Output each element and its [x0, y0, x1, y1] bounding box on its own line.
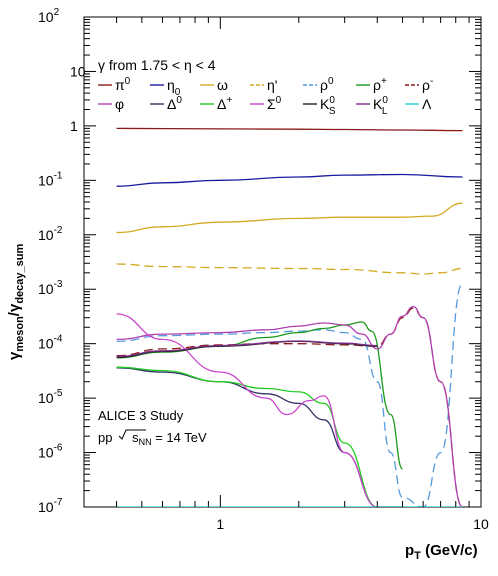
legend-label: η' [267, 77, 277, 93]
series-line-- [116, 366, 403, 507]
legend-label: φ [115, 96, 124, 112]
legend-label: K0 L [373, 95, 388, 117]
y-tick-label: 10-3 [38, 279, 63, 297]
legend-header: γ from 1.75 < η < 4 [98, 57, 216, 73]
series-line-- [116, 263, 463, 275]
x-tick-label: 1 [216, 516, 224, 532]
legend-label: Δ0 [167, 95, 182, 112]
legend-label: Σ0 [267, 95, 282, 112]
sqrt-symbol [118, 429, 146, 440]
legend-label: ρ+ [373, 76, 387, 93]
series-line-- [116, 307, 464, 507]
legend-label: ρ- [422, 76, 433, 93]
series-line--0 [116, 173, 463, 187]
annotation-line1: ALICE 3 Study [98, 408, 184, 423]
y-tick-label: 10-4 [38, 334, 63, 352]
series-line-k-0-l [116, 340, 378, 358]
y-tick-label: 10-1 [38, 170, 63, 188]
annotation-line2: pp sNN = 14 TeV [98, 430, 207, 447]
y-tick-label: 10 [70, 63, 86, 79]
series-line--0 [116, 127, 463, 132]
legend-label: Λ [422, 96, 432, 112]
x-tick-label: 10 [473, 516, 489, 532]
series-line-- [116, 305, 464, 507]
annotation: ALICE 3 Study pp sNN = 14 TeV [98, 408, 207, 447]
y-tick-label: 10-2 [38, 225, 63, 243]
legend: γ from 1.75 < η < 4 π0 η0 ω η' ρ0 ρ+ ρ-φ Δ0 Δ+ Σ0 K… [98, 57, 433, 117]
axis-ticks: 10-7 10-6 10-5 10-4 10-3 10-2 10-1 1 10 102 1 10 [38, 7, 489, 532]
x-axis-label: pT (GeV/c) [405, 542, 478, 562]
legend-label: K0 S [320, 95, 336, 117]
y-tick-label: 1 [70, 118, 78, 134]
series-line--0 [116, 282, 464, 507]
series-line--0 [116, 313, 403, 507]
legend-label: ρ0 [320, 76, 334, 93]
legend-label: π0 [115, 76, 131, 93]
y-tick-label: 10-7 [38, 497, 63, 515]
series-line-- [116, 202, 463, 234]
legend-label: ω [217, 77, 228, 93]
series-layer [116, 127, 464, 507]
y-tick-label: 102 [38, 7, 60, 25]
legend-label: η0 [167, 77, 181, 98]
y-tick-label: 10-6 [38, 443, 63, 461]
y-tick-label: 10-5 [38, 388, 63, 406]
legend-label: Δ+ [217, 95, 232, 112]
y-axis-label: γmeson/γdecay_sum [6, 244, 26, 360]
